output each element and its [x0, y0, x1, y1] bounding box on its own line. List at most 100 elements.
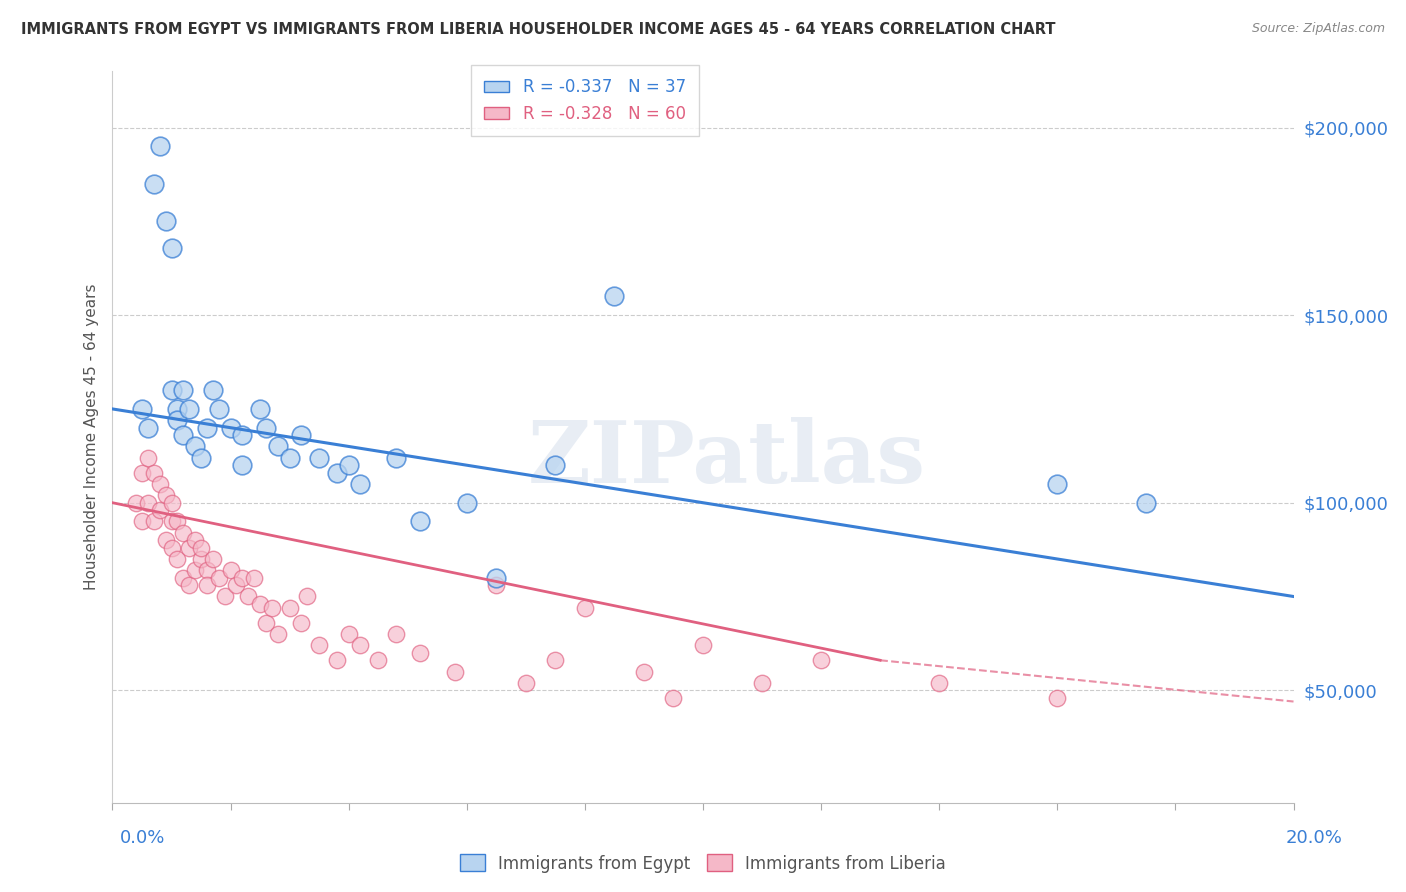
- Point: [337, 627, 360, 641]
- Point: [326, 466, 349, 480]
- Point: [131, 466, 153, 480]
- Point: [160, 496, 183, 510]
- Point: [308, 450, 330, 465]
- Point: [456, 496, 478, 510]
- Point: [225, 578, 247, 592]
- Point: [1046, 477, 1069, 491]
- Point: [155, 488, 177, 502]
- Point: [149, 477, 172, 491]
- Point: [201, 552, 224, 566]
- Point: [184, 440, 207, 454]
- Point: [166, 515, 188, 529]
- Point: [633, 665, 655, 679]
- Point: [260, 600, 283, 615]
- Point: [290, 615, 312, 630]
- Point: [544, 653, 567, 667]
- Point: [136, 450, 159, 465]
- Point: [297, 590, 319, 604]
- Point: [142, 515, 165, 529]
- Point: [231, 428, 253, 442]
- Point: [190, 541, 212, 555]
- Point: [243, 571, 266, 585]
- Point: [349, 638, 371, 652]
- Point: [603, 289, 626, 303]
- Point: [1046, 690, 1069, 705]
- Point: [515, 675, 537, 690]
- Point: [179, 541, 201, 555]
- Point: [278, 600, 301, 615]
- Point: [184, 563, 207, 577]
- Point: [172, 571, 194, 585]
- Point: [254, 615, 277, 630]
- Point: [208, 571, 231, 585]
- Point: [131, 401, 153, 416]
- Point: [136, 420, 159, 434]
- Point: [751, 675, 773, 690]
- Point: [172, 428, 194, 442]
- Point: [290, 428, 312, 442]
- Point: [214, 590, 236, 604]
- Point: [195, 420, 218, 434]
- Point: [190, 450, 212, 465]
- Legend: Immigrants from Egypt, Immigrants from Liberia: Immigrants from Egypt, Immigrants from L…: [453, 847, 953, 880]
- Point: [367, 653, 389, 667]
- Text: IMMIGRANTS FROM EGYPT VS IMMIGRANTS FROM LIBERIA HOUSEHOLDER INCOME AGES 45 - 64: IMMIGRANTS FROM EGYPT VS IMMIGRANTS FROM…: [21, 22, 1056, 37]
- Point: [349, 477, 371, 491]
- Text: Source: ZipAtlas.com: Source: ZipAtlas.com: [1251, 22, 1385, 36]
- Text: 20.0%: 20.0%: [1286, 829, 1343, 847]
- Point: [142, 466, 165, 480]
- Point: [385, 627, 408, 641]
- Point: [662, 690, 685, 705]
- Point: [544, 458, 567, 473]
- Point: [485, 571, 508, 585]
- Point: [201, 383, 224, 397]
- Point: [149, 139, 172, 153]
- Point: [267, 627, 290, 641]
- Point: [385, 450, 408, 465]
- Point: [692, 638, 714, 652]
- Point: [928, 675, 950, 690]
- Point: [160, 241, 183, 255]
- Point: [166, 401, 188, 416]
- Point: [125, 496, 148, 510]
- Point: [231, 458, 253, 473]
- Point: [485, 578, 508, 592]
- Point: [267, 440, 290, 454]
- Point: [249, 401, 271, 416]
- Point: [195, 578, 218, 592]
- Point: [160, 541, 183, 555]
- Point: [308, 638, 330, 652]
- Point: [231, 571, 253, 585]
- Point: [408, 646, 430, 660]
- Point: [160, 515, 183, 529]
- Point: [131, 515, 153, 529]
- Point: [444, 665, 467, 679]
- Point: [155, 533, 177, 548]
- Point: [179, 401, 201, 416]
- Point: [1135, 496, 1157, 510]
- Point: [149, 503, 172, 517]
- Point: [254, 420, 277, 434]
- Point: [574, 600, 596, 615]
- Point: [190, 552, 212, 566]
- Point: [408, 515, 430, 529]
- Legend: R = -0.337   N = 37, R = -0.328   N = 60: R = -0.337 N = 37, R = -0.328 N = 60: [471, 65, 699, 136]
- Point: [142, 177, 165, 191]
- Point: [326, 653, 349, 667]
- Point: [136, 496, 159, 510]
- Point: [166, 413, 188, 427]
- Point: [184, 533, 207, 548]
- Point: [172, 525, 194, 540]
- Point: [166, 552, 188, 566]
- Text: 0.0%: 0.0%: [120, 829, 165, 847]
- Point: [219, 563, 242, 577]
- Text: ZIPatlas: ZIPatlas: [527, 417, 925, 501]
- Point: [172, 383, 194, 397]
- Point: [249, 597, 271, 611]
- Point: [195, 563, 218, 577]
- Point: [155, 214, 177, 228]
- Point: [219, 420, 242, 434]
- Point: [238, 590, 260, 604]
- Point: [179, 578, 201, 592]
- Point: [810, 653, 832, 667]
